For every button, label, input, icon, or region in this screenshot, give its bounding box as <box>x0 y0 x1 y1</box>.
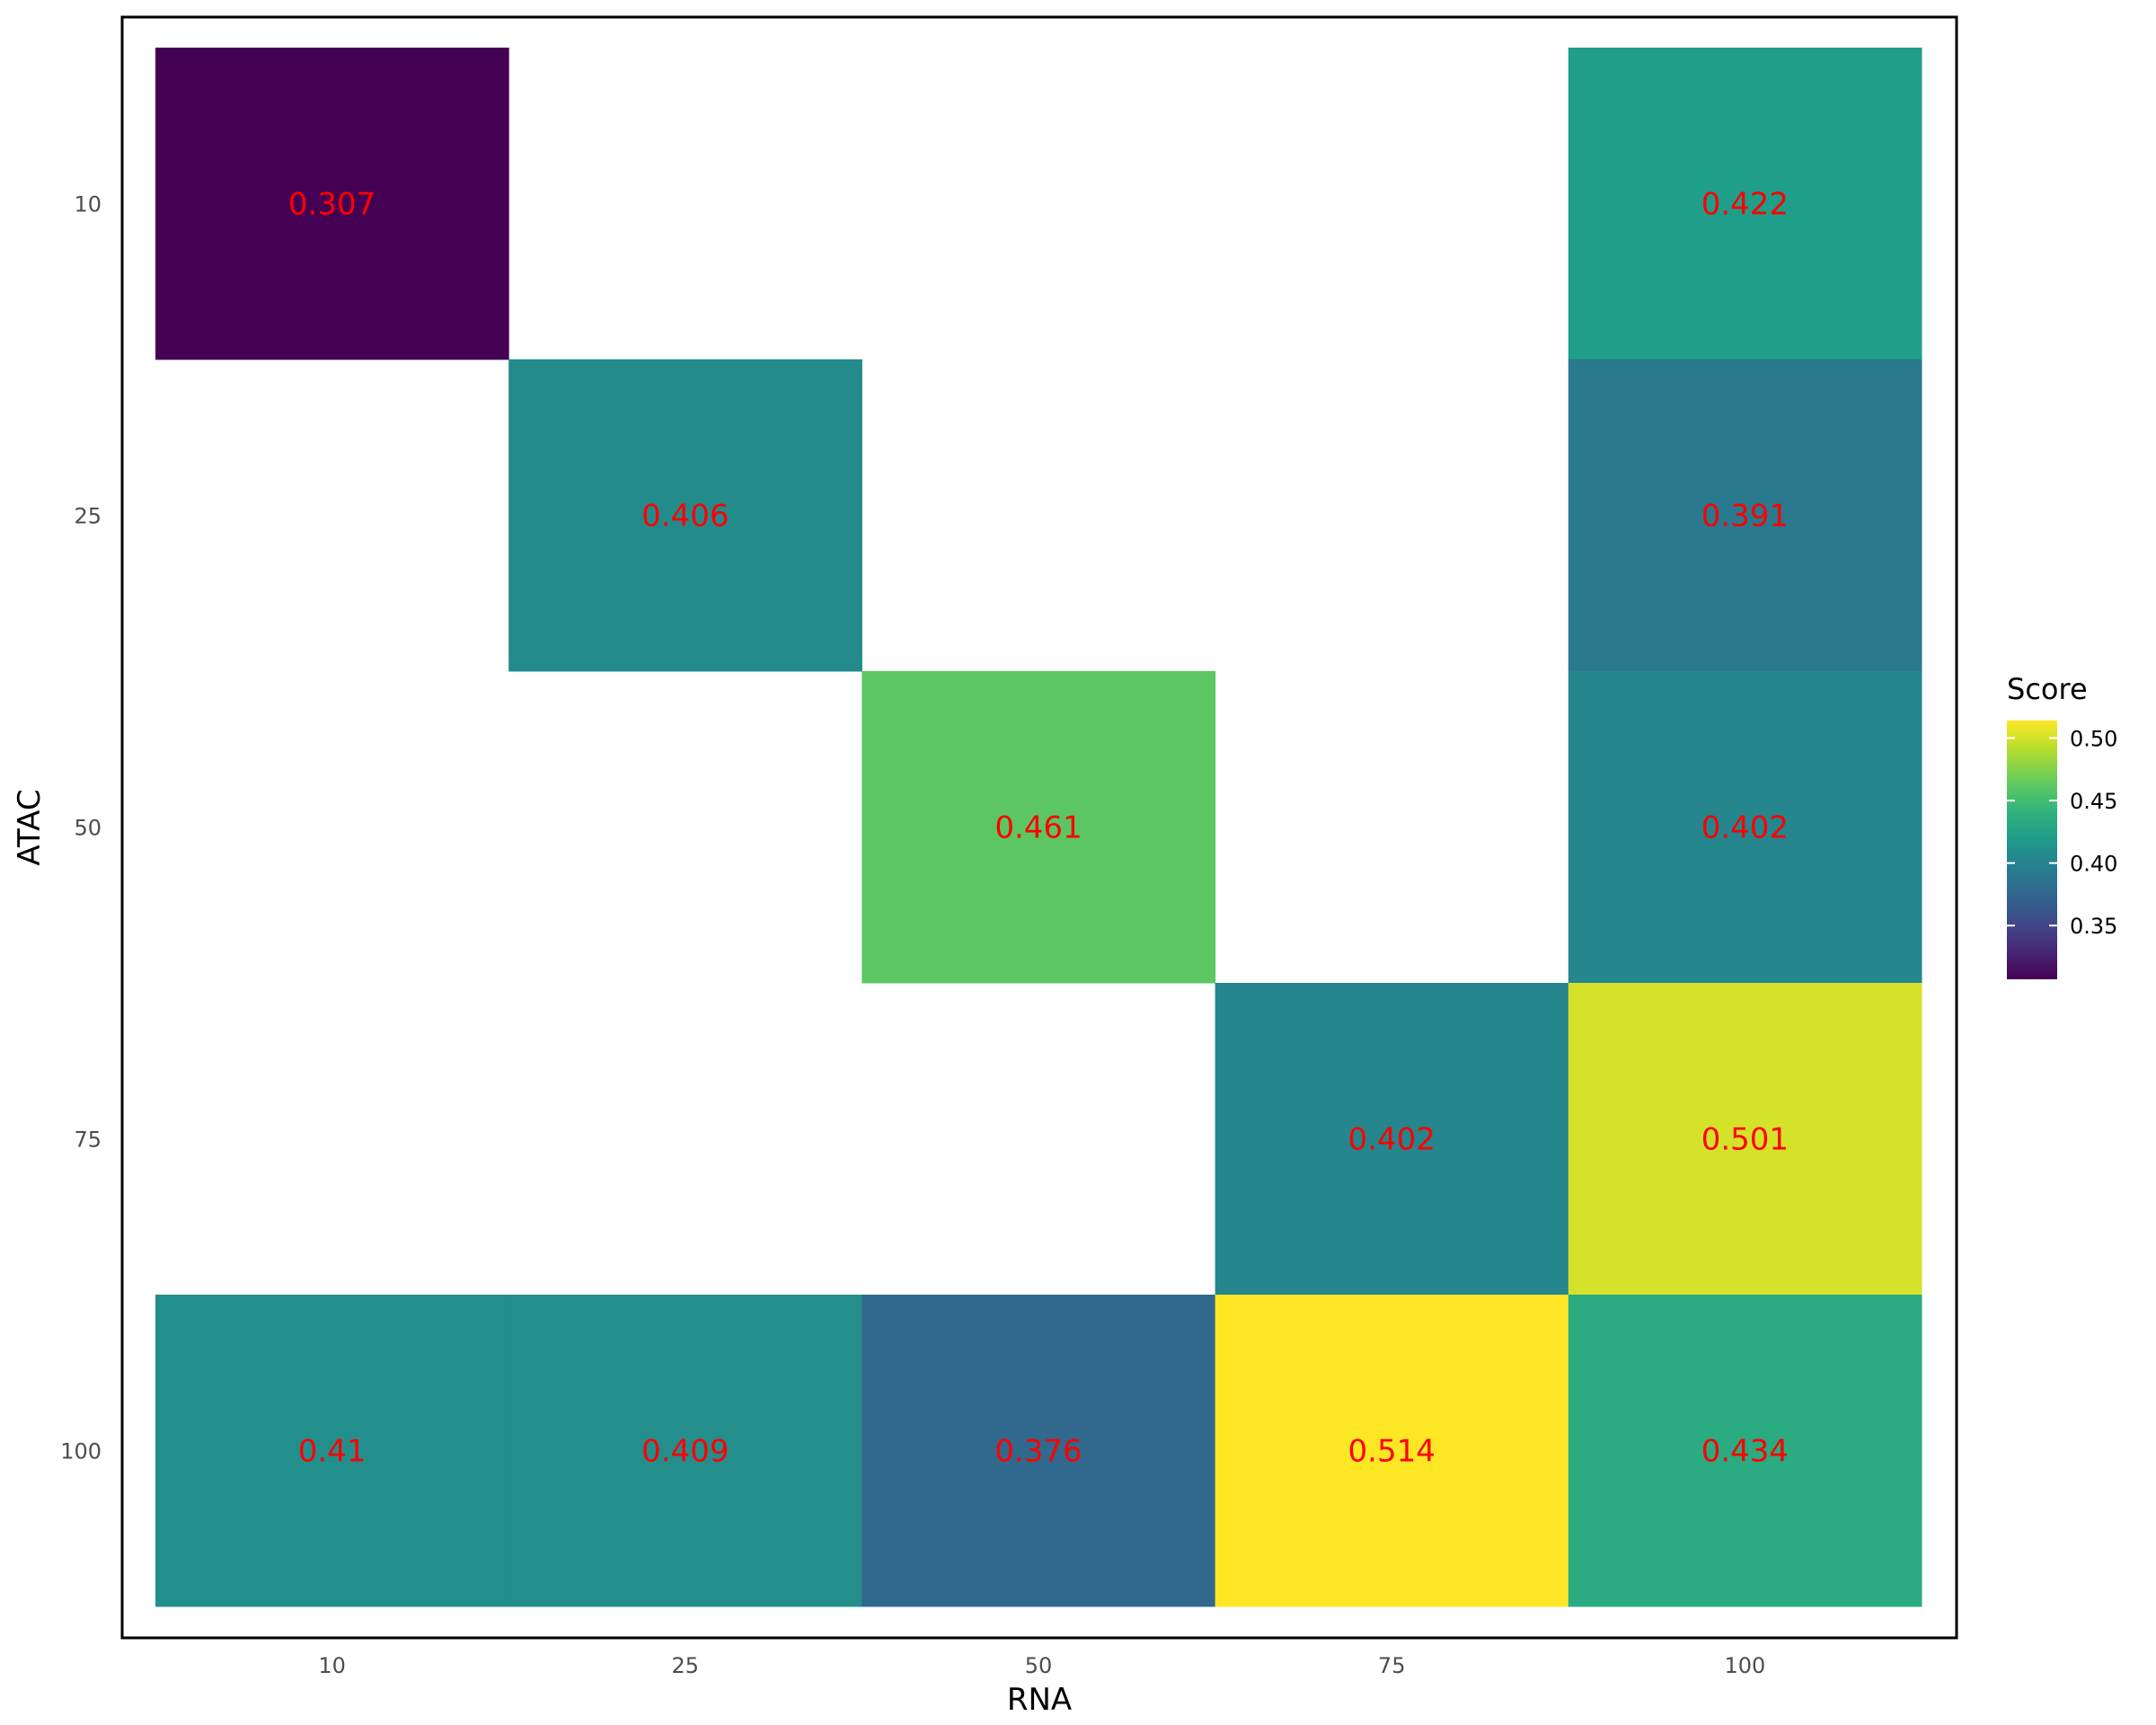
cell-value-label: 0.376 <box>994 1434 1082 1470</box>
y-axis-title: ATAC <box>12 789 48 865</box>
cell-value-label: 0.409 <box>641 1434 729 1470</box>
x-tick-label: 25 <box>672 1653 700 1678</box>
x-tick-label: 50 <box>1025 1653 1053 1678</box>
heatmap-cell <box>1215 1295 1569 1607</box>
heatmap-cell <box>1568 48 1922 360</box>
cell-value-label: 0.514 <box>1348 1434 1436 1470</box>
y-tick-label: 25 <box>74 504 102 529</box>
x-tick-label: 100 <box>1724 1653 1765 1678</box>
heatmap-cell <box>1568 1295 1922 1607</box>
heatmap-cell <box>155 48 509 360</box>
legend-tick-label: 0.35 <box>2070 914 2117 939</box>
heatmap-cell <box>862 1295 1216 1607</box>
cell-value-label: 0.406 <box>641 499 729 535</box>
panel-border <box>120 15 1958 1640</box>
cell-value-label: 0.461 <box>994 810 1082 846</box>
heatmap-cell <box>508 359 862 672</box>
cell-value-label: 0.41 <box>298 1434 367 1470</box>
y-tick-label: 50 <box>74 816 102 841</box>
x-axis-title: RNA <box>1007 1682 1072 1718</box>
color-legend: Score 0.35 0.40 0.45 0.50 <box>2007 672 2117 979</box>
cell-value-label: 0.307 <box>288 187 376 223</box>
heatmap-cells: 0.307 0.422 0.406 0.391 0.461 0.402 0.402 0.501… <box>155 48 1922 1607</box>
legend-tick-label: 0.40 <box>2070 852 2117 877</box>
heatmap-cell <box>1568 983 1922 1296</box>
cell-value-label: 0.391 <box>1701 499 1789 535</box>
heatmap-cell <box>508 1295 862 1607</box>
legend-title: Score <box>2007 672 2088 706</box>
legend-tick-label: 0.45 <box>2070 789 2117 814</box>
heatmap-cell <box>1568 671 1922 984</box>
legend-colorbar <box>2007 721 2057 979</box>
cell-value-label: 0.422 <box>1701 187 1789 223</box>
heatmap-cell <box>1215 983 1569 1296</box>
y-tick-label: 100 <box>60 1439 102 1464</box>
x-axis-ticks: 10 25 50 75 100 <box>318 1653 1765 1678</box>
heatmap-cell <box>862 671 1216 984</box>
cell-value-label: 0.402 <box>1701 810 1789 846</box>
x-tick-label: 10 <box>318 1653 346 1678</box>
heatmap-cell <box>1568 359 1922 672</box>
x-tick-label: 75 <box>1378 1653 1406 1678</box>
cell-value-label: 0.434 <box>1701 1434 1789 1470</box>
y-tick-label: 10 <box>74 192 102 217</box>
cell-value-label: 0.501 <box>1701 1122 1789 1158</box>
y-axis-ticks: 10 25 50 75 100 <box>60 192 102 1464</box>
heatmap-cell <box>155 1295 509 1607</box>
legend-tick-label: 0.50 <box>2070 726 2117 751</box>
y-tick-label: 75 <box>74 1128 102 1153</box>
cell-value-label: 0.402 <box>1348 1122 1436 1158</box>
